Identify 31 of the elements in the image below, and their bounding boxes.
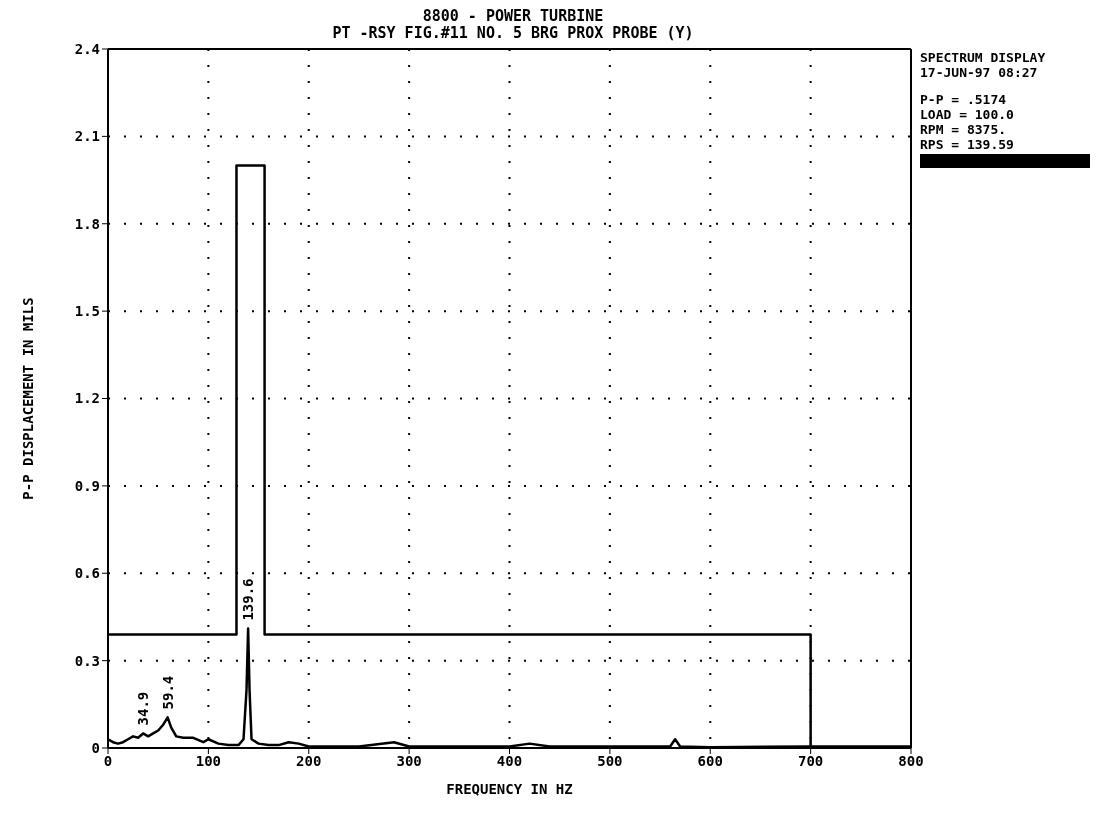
x-tick-label: 0: [103, 752, 113, 769]
x-tick-label: 400: [496, 752, 523, 769]
text: RPM = 8375.: [920, 122, 1008, 137]
y-tick-label: 2.1: [74, 128, 100, 145]
x-tick-label: 700: [797, 752, 824, 769]
y-tick-label: 0.6: [74, 565, 100, 582]
y-tick-label: 1.2: [74, 390, 100, 407]
annotation: 34.9: [135, 691, 152, 726]
x-axis-title: FREQUENCY IN HZ: [446, 781, 573, 797]
y-tick-label: 1.8: [74, 215, 100, 232]
x-tick-label: 600: [697, 752, 723, 769]
y-tick-label: 1.5: [74, 303, 100, 320]
x-tick-label: 300: [396, 752, 422, 769]
x-tick-label: 800: [898, 752, 924, 769]
y-tick-label: 0: [91, 739, 100, 756]
chart-title: 8800 - POWER TURBINE: [421, 7, 605, 25]
text: P-P = .5174: [920, 92, 1008, 107]
annotation: 59.4: [159, 675, 176, 710]
text: RPS = 139.59: [920, 137, 1015, 152]
text: 17-JUN-97 08:27: [920, 65, 1039, 80]
text: SPECTRUM DISPLAY: [920, 50, 1047, 65]
y-tick-label: 0.3: [74, 652, 100, 669]
y-axis-title: P-P DISPLACEMENT IN MILS: [19, 297, 36, 500]
x-tick-label: 200: [296, 752, 322, 769]
x-tick-label: 100: [195, 752, 222, 769]
text: LOAD = 100.0: [920, 107, 1015, 122]
x-tick-label: 500: [597, 752, 623, 769]
y-tick-label: 0.9: [74, 477, 100, 494]
chart-subtitle: PT -RSY FIG.#11 NO. 5 BRG PROX PROBE (Y): [331, 24, 695, 42]
annotation: 139.6: [240, 578, 257, 621]
y-tick-label: 2.4: [74, 40, 100, 57]
